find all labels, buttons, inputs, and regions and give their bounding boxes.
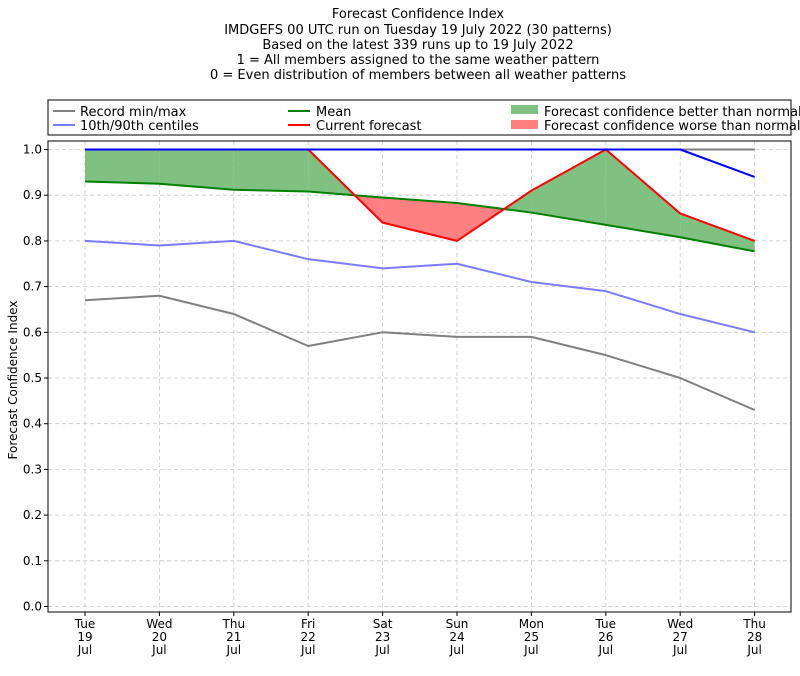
x-tick-label: Jul: [77, 643, 92, 657]
y-tick-label: 0.7: [23, 280, 42, 294]
area-better-than-normal: [680, 213, 755, 252]
area-better-than-normal: [233, 149, 309, 192]
x-tick-label: Jul: [598, 643, 613, 657]
x-tick-label: Thu: [742, 617, 766, 631]
chart-subtitle-line-1: IMDGEFS 00 UTC run on Tuesday 19 July 20…: [224, 23, 612, 38]
y-tick-label: 0.8: [23, 234, 42, 248]
x-tick-label: Jul: [746, 643, 761, 657]
x-tick-label: 21: [226, 630, 241, 644]
x-tick-label: 28: [747, 630, 762, 644]
x-tick-label: Jul: [672, 643, 687, 657]
y-tick-label: 0.5: [23, 371, 42, 385]
y-tick-label: 0.4: [23, 417, 42, 431]
p10-centile-line: [84, 239, 755, 334]
area-better-than-normal: [85, 149, 160, 184]
y-tick-label: 0.6: [23, 325, 42, 339]
x-tick-label: Wed: [667, 617, 693, 631]
chart-subtitle-line-3: 1 = All members assigned to the same wea…: [237, 53, 600, 68]
legend-box: [47, 99, 792, 136]
legend-label-mean: Mean: [316, 105, 351, 120]
x-tick-label: Thu: [222, 617, 246, 631]
x-tick-label: 20: [152, 630, 167, 644]
x-tick-label: 24: [449, 630, 464, 644]
legend-label-worse: Forecast confidence worse than normal: [544, 119, 800, 134]
x-tick-label: Mon: [519, 617, 544, 631]
x-tick-label: Sat: [373, 617, 393, 631]
area-better-than-normal: [531, 149, 606, 225]
x-tick-label: 27: [673, 630, 688, 644]
chart-title: Forecast Confidence Index: [332, 7, 504, 22]
chart-title-block: Forecast Confidence Index IMDGEFS 00 UTC…: [210, 7, 626, 83]
record-min-line: [84, 294, 755, 411]
legend-swatch-worse: [511, 120, 538, 129]
p90-centile-line: [85, 148, 755, 178]
x-tick-label: Tue: [74, 617, 96, 631]
x-tick-label: Jul: [374, 643, 389, 657]
x-tick-label: Jul: [151, 643, 166, 657]
legend-label-record: Record min/max: [80, 105, 187, 120]
x-tick-label: Jul: [300, 643, 315, 657]
y-tick-label: 0.1: [23, 554, 42, 568]
x-tick-label: 26: [598, 630, 613, 644]
y-tick-label: 0.2: [23, 508, 42, 522]
y-axis-label: Forecast Confidence Index: [6, 301, 20, 460]
x-tick-label: Jul: [449, 643, 464, 657]
chart-subtitle-line-2: Based on the latest 339 runs up to 19 Ju…: [262, 38, 573, 53]
legend-swatch-better: [511, 105, 538, 114]
x-tick-label: Jul: [523, 643, 538, 657]
y-tick-label: 0.0: [23, 600, 42, 614]
legend-label-centiles: 10th/90th centiles: [80, 119, 199, 134]
area-better-than-normal: [605, 149, 681, 238]
x-tick-label: 23: [375, 630, 390, 644]
y-tick-label: 1.0: [23, 143, 42, 157]
y-tick-label: 0.9: [23, 188, 42, 202]
x-tick-label: Tue: [595, 617, 617, 631]
x-tick-label: 19: [77, 630, 92, 644]
chart-subtitle-line-4: 0 = Even distribution of members between…: [210, 68, 626, 83]
mean-line: [84, 180, 755, 253]
y-tick-label: 0.3: [23, 462, 42, 476]
plot-frame: [47, 140, 792, 613]
x-tick-label: 25: [524, 630, 539, 644]
x-tick-label: Fri: [301, 617, 315, 631]
legend-label-better: Forecast confidence better than normal: [544, 105, 800, 120]
x-tick-label: Wed: [146, 617, 172, 631]
area-worse-than-normal: [457, 202, 505, 241]
legend-label-current: Current forecast: [316, 119, 422, 134]
x-tick-label: Sun: [446, 617, 469, 631]
area-worse-than-normal: [382, 197, 457, 241]
chart-legend: Record min/max 10th/90th centiles Mean C…: [47, 99, 800, 136]
x-tick-label: 22: [301, 630, 316, 644]
x-tick-label: Jul: [226, 643, 241, 657]
area-better-than-normal: [159, 149, 234, 190]
plot-area: 0.00.10.20.30.40.50.60.70.80.91.0Tue19Ju…: [23, 140, 792, 657]
